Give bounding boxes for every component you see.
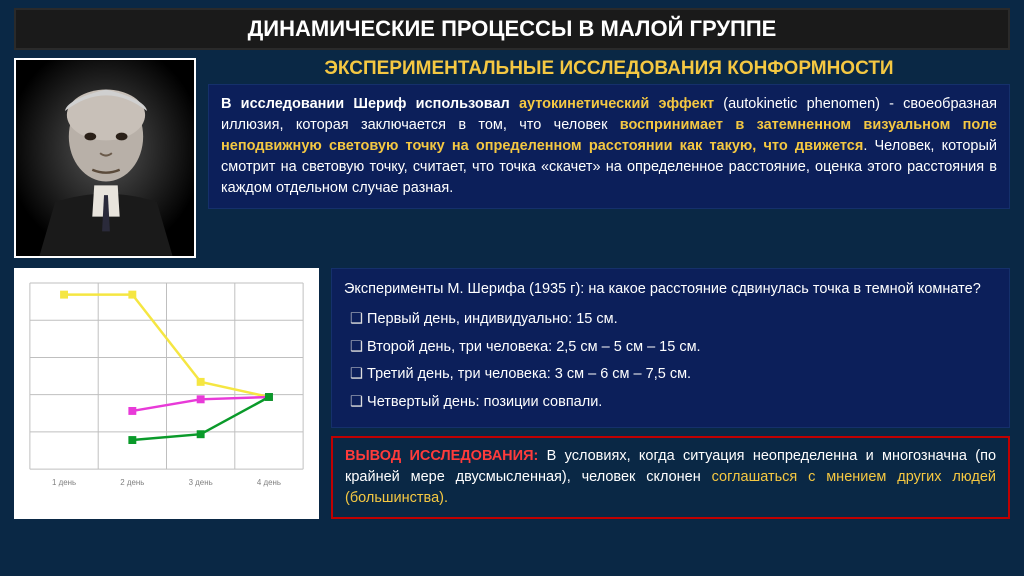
bullet-day4: Четвертый день: позиции совпали. <box>350 391 997 413</box>
portrait-image <box>14 58 196 258</box>
slide-subtitle: ЭКСПЕРИМЕНТАЛЬНЫЕ ИССЛЕДОВАНИЯ КОНФОРМНО… <box>208 58 1010 80</box>
desc-highlight-1: аутокинетический эффект <box>519 96 714 112</box>
chart-container: 1 день 2 день 3 день 4 день <box>14 268 319 519</box>
convergence-chart: 1 день 2 день 3 день 4 день <box>18 272 315 492</box>
slide-title: ДИНАМИЧЕСКИЕ ПРОЦЕССЫ В МАЛОЙ ГРУППЕ <box>14 8 1010 50</box>
description-box: В исследовании Шериф использовал аутокин… <box>208 84 1010 209</box>
svg-text:3 день: 3 день <box>189 478 213 487</box>
experiment-question: Эксперименты М. Шерифа (1935 г): на како… <box>344 278 997 300</box>
desc-text: В исследовании Шериф использовал <box>221 96 519 112</box>
svg-text:4 день: 4 день <box>257 478 281 487</box>
experiment-box: Эксперименты М. Шерифа (1935 г): на како… <box>331 268 1010 428</box>
bullet-day3: Третий день, три человека: 3 см – 6 см –… <box>350 363 997 385</box>
svg-text:2 день: 2 день <box>120 478 144 487</box>
svg-text:1 день: 1 день <box>52 478 76 487</box>
conclusion-lead: ВЫВОД ИССЛЕДОВАНИЯ: <box>345 448 538 464</box>
conclusion-box: ВЫВОД ИССЛЕДОВАНИЯ: В условиях, когда си… <box>331 436 1010 519</box>
bullet-day1: Первый день, индивидуально: 15 см. <box>350 308 997 330</box>
bullet-day2: Второй день, три человека: 2,5 см – 5 см… <box>350 336 997 358</box>
